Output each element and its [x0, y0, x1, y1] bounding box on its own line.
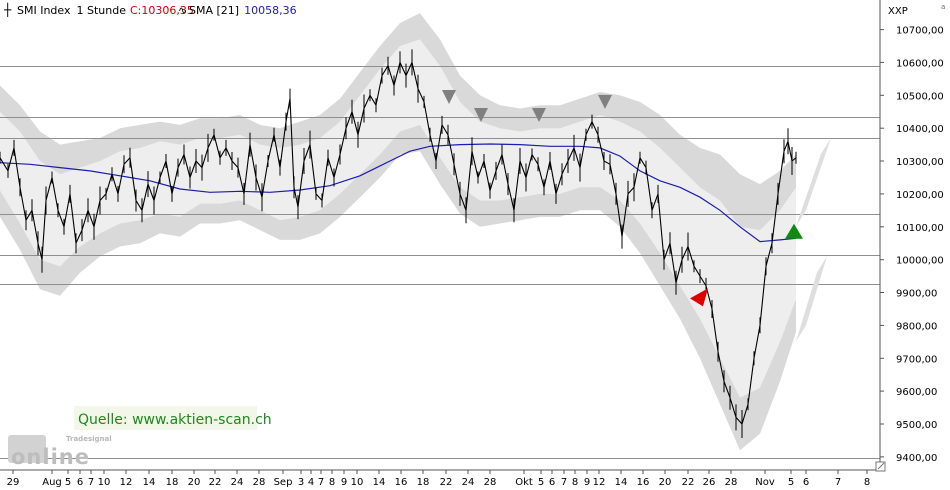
projection-band [796, 138, 831, 227]
x-tick-label: 12 [120, 477, 133, 488]
x-tick-label: 6 [803, 477, 809, 488]
chart-header: ┼ SMI Index 1 Stunde C:10306,35 ∿ SMA [21]… [3, 2, 945, 17]
x-tick-label: 14 [143, 477, 156, 488]
sma-layer [0, 143, 797, 243]
y-tick-label: 10100,00 [896, 223, 944, 234]
x-tick-label: 4 [308, 477, 314, 488]
signal-triangle-down [442, 90, 456, 104]
x-tick-label: 22 [209, 477, 222, 488]
x-tick-label: Aug [42, 477, 62, 488]
x-tick-label: 22 [440, 477, 453, 488]
x-tick-label: 14 [615, 477, 628, 488]
signal-triangle-up [785, 223, 803, 239]
sma-label: SMA [21] [189, 4, 239, 17]
x-axis: 29 Aug 5 6 7 10 12 14 18 20 22 24 28 Sep 3 4 7 8 9 10 14 16 18… [7, 470, 870, 488]
x-tick-label: 7 [561, 477, 567, 488]
y-tick-label: 10400,00 [896, 124, 944, 135]
logo-top-text: Tradesignal [66, 435, 112, 443]
y-tick-label: 10700,00 [896, 26, 944, 37]
x-tick-label: 29 [7, 477, 20, 488]
watermark: Quelle: www.aktien-scan.ch [74, 406, 272, 430]
y-tick-label: 9600,00 [896, 387, 937, 398]
y-tick-label: 9800,00 [896, 321, 937, 332]
interval-label: 1 Stunde [77, 4, 127, 17]
x-tick-label: 6 [77, 477, 83, 488]
close-value: 10306,35 [141, 4, 194, 17]
x-tick-label: 7 [88, 477, 94, 488]
x-tick-label: 22 [682, 477, 695, 488]
x-tick-label: 28 [253, 477, 266, 488]
x-tick-label: 28 [725, 477, 738, 488]
y-tick-label: 9400,00 [896, 453, 937, 464]
x-tick-label: 16 [637, 477, 650, 488]
cursor-icon: ┼ [3, 2, 12, 17]
y-tick-label: 9700,00 [896, 354, 937, 365]
instrument-name: SMI Index [17, 4, 71, 17]
corner-mark: a [941, 3, 945, 11]
resize-grip-icon[interactable] [875, 461, 886, 472]
y-tick-label: 10500,00 [896, 91, 944, 102]
signal-triangle-down [474, 108, 488, 122]
x-tick-label: 8 [864, 477, 870, 488]
signal-triangle-down [532, 108, 546, 122]
x-tick-label: 3 [298, 477, 304, 488]
x-tick-label: 24 [231, 477, 244, 488]
signal-triangle-down [598, 94, 612, 109]
y-axis: 10700,00 10600,00 10500,00 10400,00 10300,00… [880, 26, 944, 464]
x-tick-label: 18 [166, 477, 179, 488]
sma-value: 10058,36 [244, 4, 297, 17]
logo-main-text: online [11, 445, 90, 469]
inner-band [0, 39, 796, 398]
x-tick-label: 9 [341, 477, 347, 488]
x-tick-label: 20 [188, 477, 201, 488]
y-tick-label: 9900,00 [896, 289, 937, 300]
svg-text:SMA [21]10058,36: SMA [21] 10058,36 [189, 4, 297, 17]
x-tick-label: 18 [417, 477, 430, 488]
x-tick-label: 28 [484, 477, 497, 488]
projection-band [796, 256, 827, 342]
x-tick-label: 12 [593, 477, 606, 488]
x-tick-label: 5 [538, 477, 544, 488]
horizontal-levels [0, 66, 880, 459]
projection-bands [796, 138, 831, 342]
watermark-text: Quelle: www.aktien-scan.ch [78, 412, 272, 428]
y-tick-label: 9500,00 [896, 420, 937, 431]
close-label: C: [130, 4, 141, 17]
x-tick-label: Okt [515, 477, 533, 488]
x-tick-label: 9 [584, 477, 590, 488]
y-tick-label: 10200,00 [896, 190, 944, 201]
x-tick-label: 8 [572, 477, 578, 488]
x-tick-label: 5 [65, 477, 71, 488]
price-line [0, 61, 797, 425]
sma-line [0, 143, 797, 243]
x-tick-label: 24 [462, 477, 475, 488]
x-tick-label: 20 [659, 477, 672, 488]
price-layer [0, 49, 797, 438]
x-tick-label: 7 [835, 477, 841, 488]
x-tick-label: 6 [549, 477, 555, 488]
x-tick-label: 16 [395, 477, 408, 488]
x-tick-label: 14 [373, 477, 386, 488]
y-tick-label: 10600,00 [896, 58, 944, 69]
x-tick-label: 10 [351, 477, 364, 488]
signal-markers [442, 90, 803, 307]
x-tick-label: 8 [329, 477, 335, 488]
x-tick-label: Sep [274, 477, 293, 488]
x-tick-label: 26 [703, 477, 716, 488]
y-tick-label: 10000,00 [896, 256, 944, 267]
x-tick-label: Nov [755, 477, 775, 488]
x-tick-label: 7 [318, 477, 324, 488]
x-tick-label: 5 [788, 477, 794, 488]
sma-icon: ∿ [178, 4, 187, 17]
y-tick-label: 10300,00 [896, 157, 944, 168]
signal-triangle-alert [690, 288, 708, 307]
tradesignal-logo: Tradesignal online [8, 435, 112, 469]
x-tick-label: 10 [98, 477, 111, 488]
bands-layer [0, 13, 796, 451]
y-axis-title: XXP [888, 6, 908, 17]
